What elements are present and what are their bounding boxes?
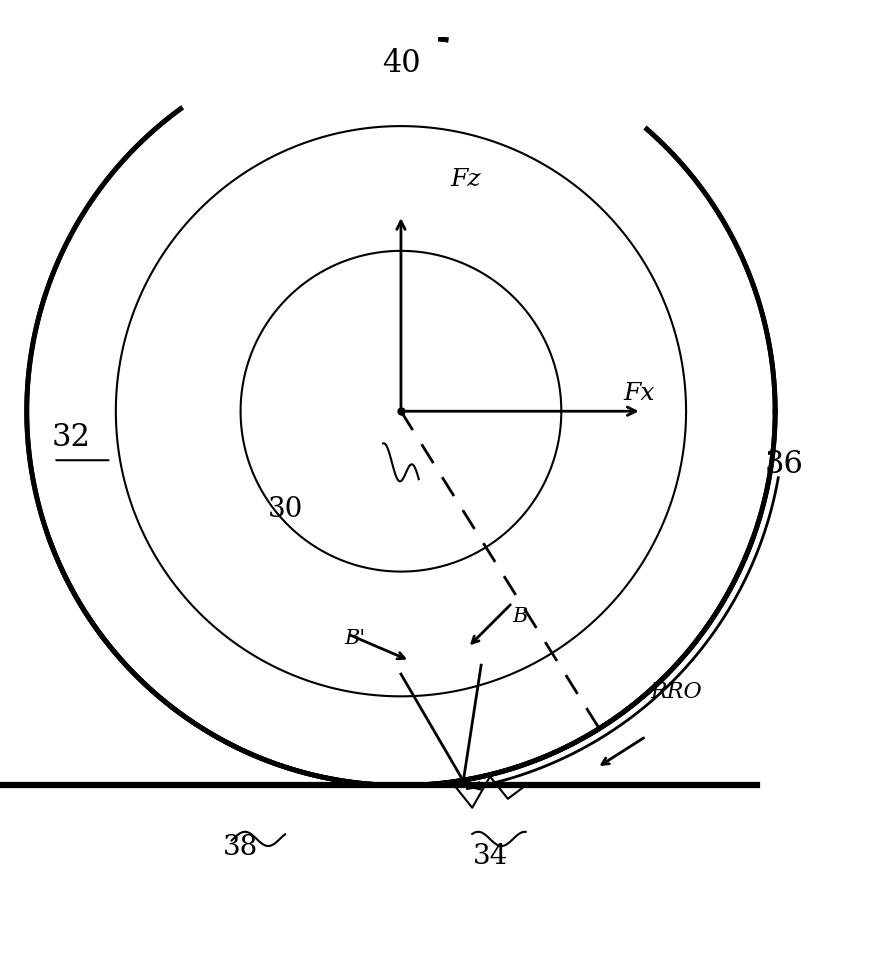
- Text: 38: 38: [223, 835, 258, 862]
- Text: RRO: RRO: [650, 681, 702, 703]
- Text: 30: 30: [267, 496, 303, 523]
- Text: Fz: Fz: [450, 168, 480, 191]
- Text: 32: 32: [52, 423, 91, 454]
- Text: 36: 36: [764, 449, 804, 481]
- Text: B: B: [512, 607, 527, 625]
- Text: 40: 40: [381, 48, 421, 79]
- Text: B': B': [344, 629, 365, 648]
- Text: 34: 34: [472, 843, 508, 870]
- Text: Fx: Fx: [624, 382, 655, 405]
